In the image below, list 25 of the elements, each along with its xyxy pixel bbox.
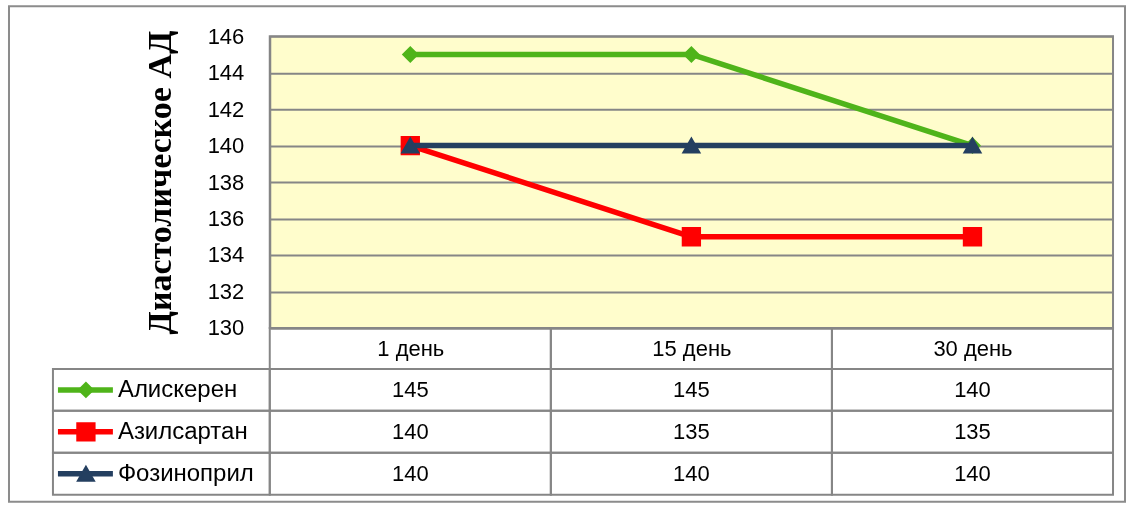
data-label: 140	[391, 418, 429, 444]
data-label: 145	[391, 376, 429, 402]
x-tick-label: 1 день	[377, 336, 445, 362]
data-label: 140	[954, 376, 991, 402]
y-tick-label: 132	[207, 278, 245, 304]
y-tick-label: 142	[207, 96, 245, 122]
y-axis-title: Диастолическое АД	[140, 30, 178, 335]
y-tick-label: 136	[207, 206, 245, 232]
y-tick-label: 146	[207, 23, 245, 49]
data-label: 140	[954, 460, 991, 486]
data-label: 145	[673, 376, 710, 402]
legend-label: Фозиноприл	[117, 458, 254, 486]
x-tick-label: 30 день	[933, 336, 1013, 362]
y-tick-label: 144	[207, 60, 245, 86]
x-tick-label: 15 день	[652, 336, 732, 362]
y-tick-label: 140	[207, 133, 245, 159]
data-label: 135	[954, 418, 991, 444]
data-label: 140	[391, 460, 429, 486]
legend-label: Азилсартан	[117, 416, 248, 444]
y-tick-label: 130	[207, 315, 245, 341]
legend-label: Алискерен	[117, 374, 238, 402]
y-tick-label: 134	[207, 242, 245, 268]
y-tick-label: 138	[207, 169, 245, 195]
data-label: 135	[673, 418, 710, 444]
data-label: 140	[673, 460, 710, 486]
